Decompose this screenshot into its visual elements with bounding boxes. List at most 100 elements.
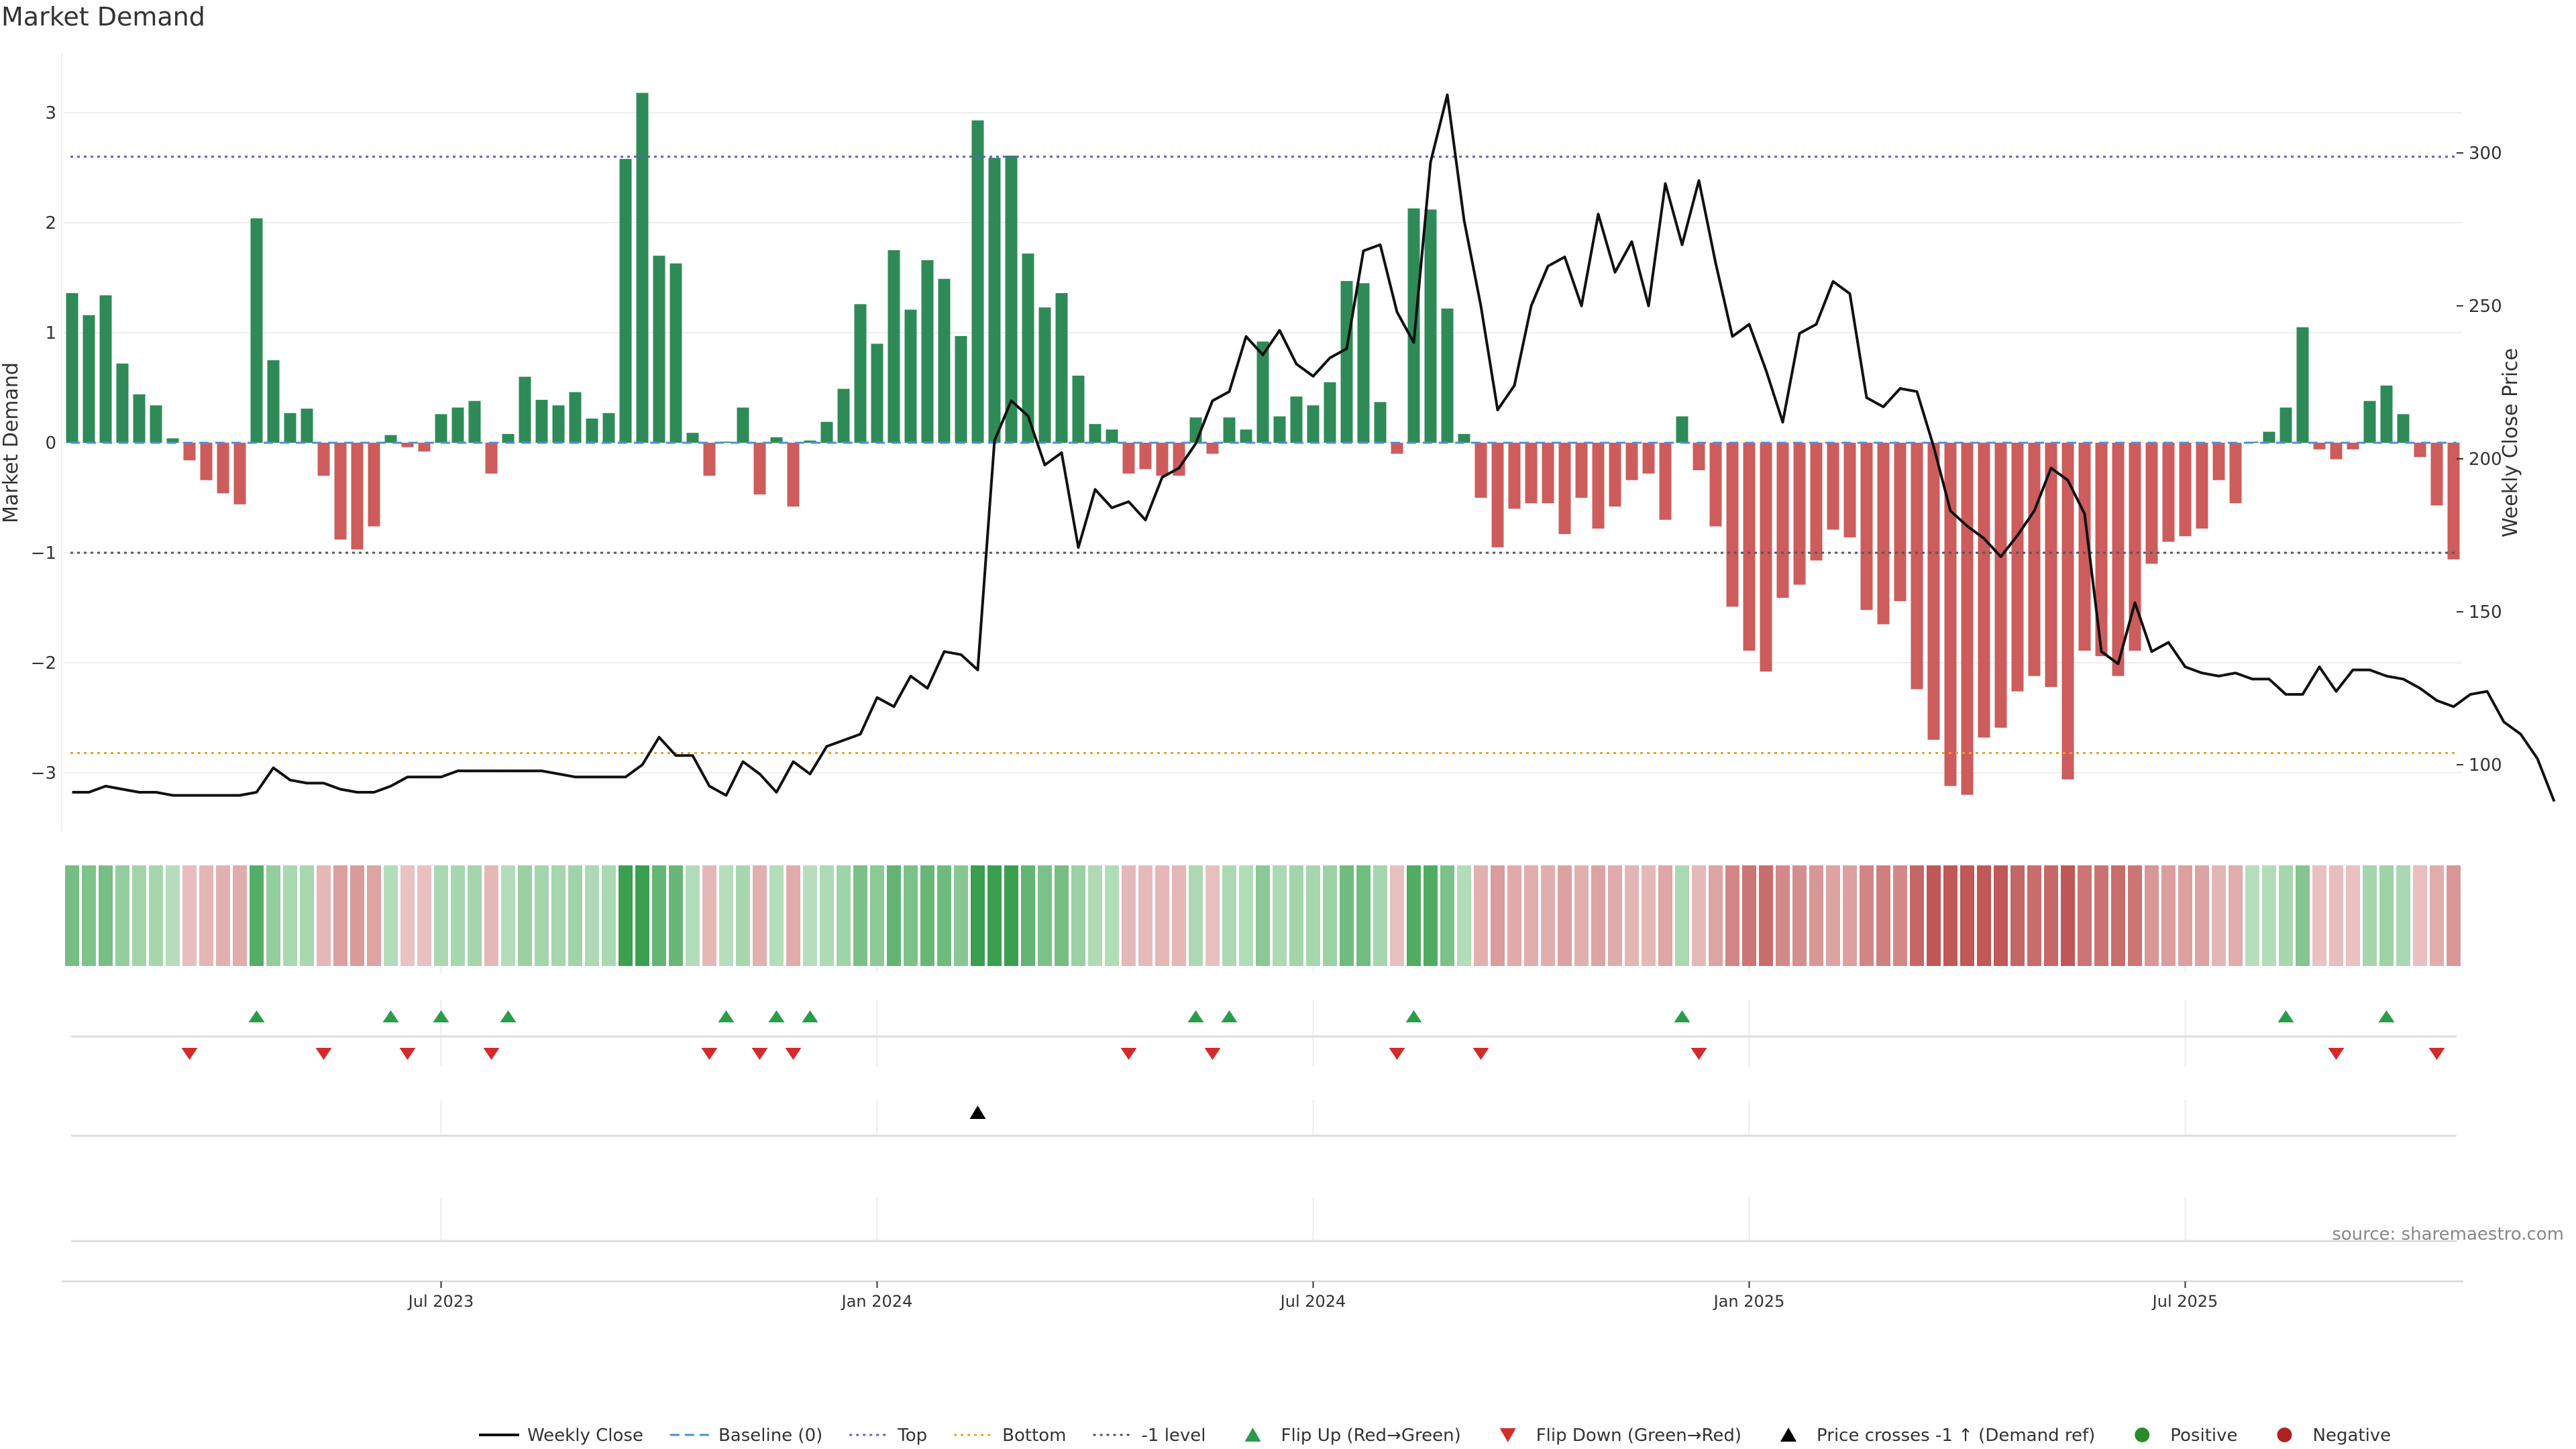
demand-bar [83, 315, 95, 443]
heat-cell [2061, 865, 2075, 966]
y-tick-label: 2 [45, 213, 56, 233]
demand-bar [1743, 443, 1756, 651]
demand-bar [770, 437, 783, 443]
heat-cell [2010, 865, 2025, 966]
heat-cell [1189, 865, 1203, 966]
demand-bar [1642, 443, 1655, 474]
heat-cell [2329, 865, 2343, 966]
heat-cell [2094, 865, 2108, 966]
demand-bar [2112, 443, 2125, 676]
demand-bar [1609, 443, 1621, 507]
heat-cell [1692, 865, 1706, 966]
demand-bars [66, 93, 2460, 795]
flip-up-marker [500, 1010, 517, 1022]
y-tick-label: −2 [31, 653, 56, 674]
demand-bar [284, 413, 297, 443]
flip-down-marker [1472, 1048, 1489, 1060]
demand-bar [2414, 443, 2426, 458]
heat-cell [2128, 865, 2142, 966]
y-axis-ticks: −3 −2 −1 0 1 2 3 [31, 103, 56, 784]
price-line [72, 93, 2556, 802]
gridlines [61, 54, 2463, 1283]
heat-cell [2195, 865, 2209, 966]
flip-up-marker [1221, 1010, 1238, 1022]
heat-cell [2027, 865, 2041, 966]
demand-bar [2430, 443, 2443, 506]
heat-cell [434, 865, 448, 966]
demand-bar [1022, 253, 1034, 443]
heat-cell [971, 865, 985, 966]
heat-cell [333, 865, 347, 966]
demand-bar [737, 407, 749, 443]
heat-cell [484, 865, 498, 966]
demand-bar [2045, 443, 2057, 688]
demand-bar [2129, 443, 2141, 651]
demand-bar [653, 256, 665, 443]
legend-swatch [2277, 1428, 2292, 1442]
demand-bar [401, 443, 414, 447]
demand-bar [2296, 327, 2309, 443]
heat-cell [300, 865, 314, 966]
demand-bar [2380, 385, 2393, 443]
heat-cell [2078, 865, 2092, 966]
legend-item: Baseline (0) [669, 1426, 822, 1446]
heat-cell [149, 865, 163, 966]
x-tick-label: Jul 2025 [2151, 1292, 2218, 1311]
y-tick-label: −1 [31, 543, 56, 564]
demand-bar [753, 443, 766, 495]
demand-bar [1139, 443, 1152, 470]
heat-cell [82, 865, 96, 966]
flip-up-marker [2277, 1010, 2294, 1022]
demand-bar [1106, 429, 1118, 443]
y-tick-label: 3 [45, 103, 56, 123]
heat-cell [250, 865, 264, 966]
legend-label: Flip Down (Green→Red) [1536, 1426, 1741, 1446]
heat-cell [2262, 865, 2276, 966]
legend-label: Flip Up (Red→Green) [1281, 1426, 1461, 1446]
flip-up-marker [2378, 1010, 2395, 1022]
heat-cell [2430, 865, 2444, 966]
flip-up-marker [1187, 1010, 1204, 1022]
demand-bar [1726, 443, 1739, 607]
demand-bar [2145, 443, 2158, 564]
demand-bar [1894, 443, 1907, 602]
demand-bar [1206, 443, 1219, 454]
heat-cell [199, 865, 213, 966]
demand-bar [1290, 396, 1303, 443]
y2-tick-label: 150 [2469, 602, 2502, 623]
heat-cell [1927, 865, 1941, 966]
heat-cell [1440, 865, 1454, 966]
heat-cell [1038, 865, 1052, 966]
demand-bar [1944, 443, 1957, 786]
heat-cell [2245, 865, 2259, 966]
heat-cell [602, 865, 616, 966]
demand-bar [1827, 443, 1839, 530]
demand-bar [435, 414, 447, 443]
demand-bar [150, 405, 162, 443]
legend-swatch [1244, 1428, 1261, 1442]
heat-cell [937, 865, 951, 966]
heat-cell [1306, 865, 1320, 966]
demand-bar [1693, 443, 1705, 470]
legend-item: Price crosses -1 ↑ (Demand ref) [1780, 1426, 2095, 1446]
demand-bar [535, 400, 548, 443]
demand-bar [1508, 443, 1521, 509]
heat-cell [2145, 865, 2159, 966]
legend-label: Bottom [1002, 1426, 1066, 1446]
heat-cell [702, 865, 716, 966]
heat-cell [1205, 865, 1220, 966]
chart-title: Market Demand [1, 2, 205, 32]
heat-cell [1457, 865, 1471, 966]
heat-cell [99, 865, 113, 966]
demand-bar [233, 443, 246, 504]
legend-label: Top [897, 1426, 927, 1446]
heat-cell [1507, 865, 1521, 966]
heat-cell [769, 865, 784, 966]
demand-bar [1843, 443, 1856, 538]
demand-bar [368, 443, 380, 527]
demand-bar [1391, 443, 1403, 454]
legend-item: Flip Down (Green→Red) [1499, 1426, 1741, 1446]
heat-cell [1524, 865, 1538, 966]
demand-bar [2162, 443, 2175, 542]
